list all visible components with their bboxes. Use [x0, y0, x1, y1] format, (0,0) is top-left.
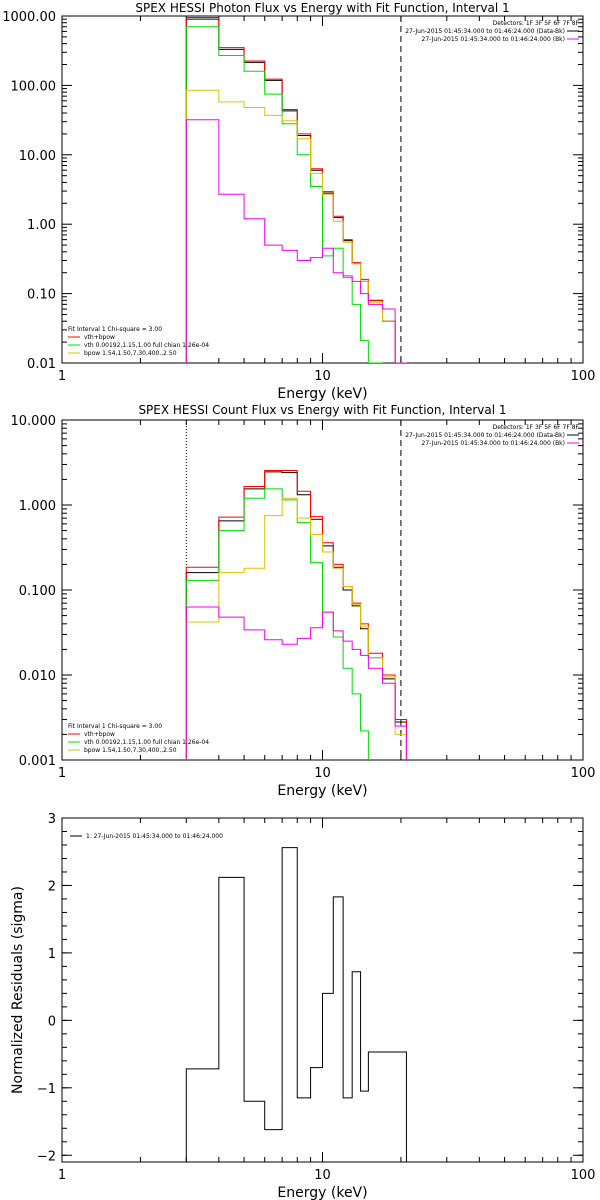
fit-legend-entry: bpow 1.54,1.50,7.30,400.,2.50	[84, 350, 177, 357]
series-line-2	[185, 469, 407, 760]
y-tick-label: 0.100	[19, 584, 56, 599]
legend-entry: 27-Jun-2015 01:45:34.000 to 01:46:24.000…	[422, 36, 565, 43]
series-group	[185, 17, 407, 363]
y-tick-label: 100.00	[11, 79, 57, 94]
chart-title: SPEX HESSI Photon Flux vs Energy with Fi…	[135, 1, 509, 15]
panel-3: 1 10 100 Energy (keV) −2 −1 0 1 2 3 Normalized Res…	[10, 812, 595, 1200]
panel-2: SPEX HESSI Count Flux vs Energy with Fit…	[11, 403, 596, 799]
y-tick-label: −2	[37, 1149, 56, 1164]
series-group	[185, 847, 407, 1162]
x-tick-label: 1	[58, 369, 66, 384]
y-tick-label: 2	[48, 879, 56, 894]
series-line-3	[185, 26, 384, 363]
legend-entry: 27-Jun-2015 01:45:34.000 to 01:46:24.000…	[405, 432, 565, 439]
y-tick-label: 1.000	[19, 499, 56, 514]
y-tick-label: 1000.00	[2, 10, 56, 25]
x-axis-label: Energy (keV)	[277, 783, 367, 799]
fit-legend-entry: vth 0.00192,1.15,1.00 full chian 1.26e-0…	[84, 739, 209, 746]
y-tick-label: 10.000	[11, 414, 57, 429]
series-group	[185, 469, 407, 760]
y-tick-label: 1	[48, 947, 56, 962]
y-axis-label: Normalized Residuals (sigma)	[10, 886, 26, 1094]
y-tick-label: −1	[37, 1082, 56, 1097]
plot-frame	[61, 817, 584, 1163]
y-tick-label: 0.010	[19, 669, 56, 684]
fit-legend-entry: bpow 1.54,1.50,7.30,400.,2.50	[84, 747, 177, 754]
series-line-4	[185, 497, 407, 760]
series-line-1	[185, 847, 407, 1162]
legend-header: Detectors: 1F 3F 5F 6F 7F 8F	[493, 424, 580, 431]
series-line-4	[185, 89, 407, 363]
x-axis-label: Energy (keV)	[277, 386, 367, 402]
fit-legend-entry: vth+bpow	[84, 731, 115, 738]
legend-header: Detectors: 1F 3F 5F 6F 7F 8F	[493, 20, 580, 27]
y-tick-label: 0	[48, 1014, 56, 1029]
fit-legend-entry: vth+bpow	[84, 334, 115, 341]
fit-legend-header: Fit Interval 1 Chi-square = 3.00	[68, 326, 162, 333]
x-tick-label: 10	[314, 369, 331, 384]
fit-legend-entry: vth 0.00192,1.15,1.00 full chian 1.26e-0…	[84, 342, 209, 349]
series-line-5	[185, 119, 407, 363]
series-line-5	[185, 606, 407, 760]
y-tick-label: 0.10	[27, 288, 56, 303]
chart-title: SPEX HESSI Count Flux vs Energy with Fit…	[138, 403, 506, 417]
series-line-2	[185, 17, 407, 363]
x-tick-label: 100	[571, 766, 596, 781]
y-tick-label: 0.01	[27, 357, 56, 372]
y-tick-label: 1.00	[27, 218, 56, 233]
x-tick-label: 1	[58, 766, 66, 781]
y-tick-label: 0.001	[19, 754, 56, 769]
series-line-3	[185, 488, 369, 760]
fit-legend-header: Fit Interval 1 Chi-square = 3.00	[68, 723, 162, 730]
panel-1: SPEX HESSI Photon Flux vs Energy with Fi…	[2, 1, 596, 402]
x-tick-label: 10	[314, 1168, 331, 1183]
x-axis-label: Energy (keV)	[277, 1185, 367, 1200]
x-tick-label: 100	[571, 369, 596, 384]
x-tick-label: 100	[571, 1168, 596, 1183]
y-tick-label: 3	[48, 812, 56, 827]
y-tick-label: 10.00	[19, 149, 56, 164]
x-tick-label: 10	[314, 766, 331, 781]
legend-entry: 27-Jun-2015 01:45:34.000 to 01:46:24.000…	[405, 28, 565, 35]
residual-legend-entry: 1. 27-Jun-2015 01:45:34.000 to 01:46:24.…	[86, 833, 223, 840]
legend-entry: 27-Jun-2015 01:45:34.000 to 01:46:24.000…	[422, 440, 565, 447]
x-tick-label: 1	[58, 1168, 66, 1183]
